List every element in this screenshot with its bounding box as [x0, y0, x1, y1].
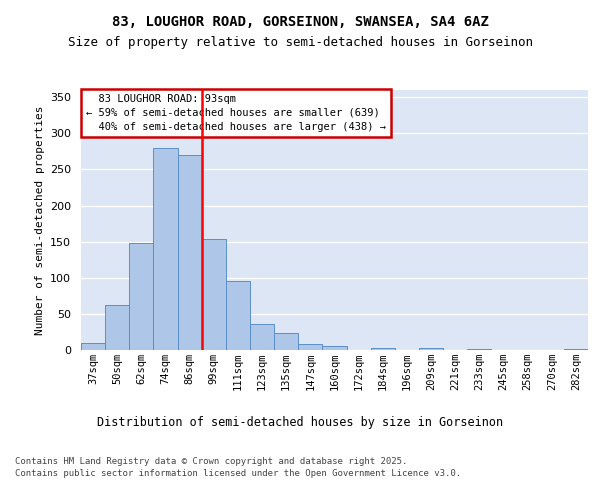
Bar	[298, 344, 322, 350]
Bar	[129, 243, 154, 350]
Bar	[105, 304, 129, 350]
Bar	[371, 348, 395, 350]
Bar	[81, 343, 105, 350]
Text: Size of property relative to semi-detached houses in Gorseinon: Size of property relative to semi-detach…	[67, 36, 533, 49]
Text: Contains HM Land Registry data © Crown copyright and database right 2025.
Contai: Contains HM Land Registry data © Crown c…	[15, 457, 461, 478]
Text: Distribution of semi-detached houses by size in Gorseinon: Distribution of semi-detached houses by …	[97, 416, 503, 429]
Bar	[322, 346, 347, 350]
Bar	[274, 332, 298, 350]
Bar	[202, 240, 226, 350]
Bar	[178, 155, 202, 350]
Text: 83 LOUGHOR ROAD: 93sqm
← 59% of semi-detached houses are smaller (639)
  40% of : 83 LOUGHOR ROAD: 93sqm ← 59% of semi-det…	[86, 94, 386, 132]
Text: 83, LOUGHOR ROAD, GORSEINON, SWANSEA, SA4 6AZ: 83, LOUGHOR ROAD, GORSEINON, SWANSEA, SA…	[112, 16, 488, 30]
Bar	[226, 282, 250, 350]
Bar	[250, 324, 274, 350]
Bar	[154, 148, 178, 350]
Bar	[419, 348, 443, 350]
Y-axis label: Number of semi-detached properties: Number of semi-detached properties	[35, 106, 44, 335]
